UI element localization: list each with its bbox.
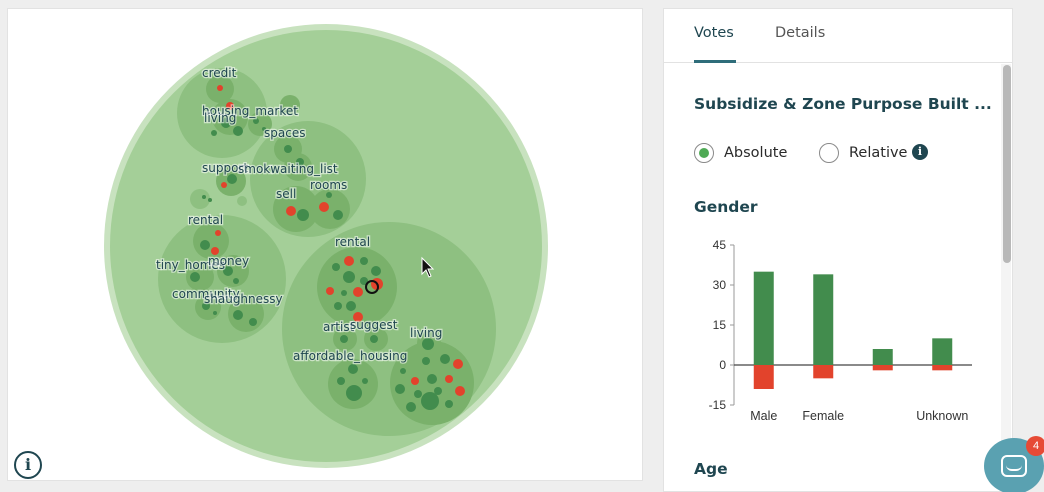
scrollbar-track[interactable] [1001, 64, 1011, 491]
radio-button[interactable] [819, 143, 839, 163]
y-tick-label: 45 [713, 238, 727, 252]
bubble-label: support [202, 161, 248, 175]
radio-relative-label: Relative [849, 145, 908, 161]
gender-bar-chart: 45 30 15 0 -15 Male Female Unknown [709, 238, 972, 423]
bar-agree[interactable] [813, 274, 834, 365]
bar-agree[interactable] [932, 338, 953, 365]
bubble-label: credit [202, 66, 237, 80]
bubble-label: housing_market [202, 104, 298, 118]
sub-bubble[interactable] [273, 186, 319, 232]
bubble-chart[interactable]: credit housing_market living spaces supp… [8, 9, 644, 482]
chat-icon [1001, 455, 1027, 477]
bubble-label: artist [323, 320, 355, 334]
bar-agree[interactable] [753, 271, 774, 365]
y-tick-label: 30 [713, 278, 727, 292]
info-button[interactable]: i [14, 451, 42, 479]
bar-disagree[interactable] [872, 365, 893, 371]
scrollbar-thumb[interactable] [1003, 65, 1011, 263]
gender-section-title: Gender [694, 198, 758, 216]
comment-dots[interactable] [190, 85, 465, 412]
y-tick-label: 15 [713, 318, 727, 332]
bubble-label: living [410, 326, 442, 340]
bar-disagree[interactable] [813, 365, 834, 379]
active-tab-indicator [694, 60, 736, 63]
tab-details[interactable]: Details [775, 25, 826, 41]
bubble-label: living [204, 111, 236, 125]
bubble-label: rooms [310, 178, 347, 192]
bubble-label: tiny_homes [156, 258, 225, 272]
chat-launcher-button[interactable] [984, 438, 1044, 492]
bubble-label: spaces [264, 126, 305, 140]
bubble-label: rental [335, 235, 370, 249]
cluster-small-a[interactable] [190, 189, 210, 209]
bubble-label: affordable_housing [293, 349, 407, 363]
sub-bubble[interactable] [212, 99, 248, 135]
chat-notification-badge: 4 [1026, 436, 1044, 456]
bar-disagree[interactable] [932, 365, 953, 371]
info-icon[interactable]: i [912, 144, 928, 160]
bubble-visualization-panel: credit housing_market living spaces supp… [7, 8, 643, 481]
bubble-label: shaughnessy [204, 292, 283, 306]
age-section-title: Age [694, 460, 728, 478]
sub-bubble[interactable] [280, 95, 300, 115]
sub-bubble[interactable] [248, 112, 272, 136]
proposal-title: Subsidize & Zone Purpose Built ... [694, 95, 992, 113]
bar-disagree[interactable] [753, 365, 774, 389]
radio-absolute[interactable]: Absolute [694, 143, 787, 163]
x-tick-label: Male [750, 409, 777, 423]
y-tick-label: -15 [709, 398, 727, 412]
bar-agree[interactable] [872, 349, 893, 365]
bubble-label: sell [276, 187, 296, 201]
tab-bar: Votes Details [664, 9, 1012, 63]
side-panel: Votes Details Subsidize & Zone Purpose B… [663, 8, 1013, 492]
sub-bubble[interactable] [284, 153, 312, 181]
bubble-label: smokwaiting_list [238, 162, 338, 176]
radio-button-checked[interactable] [694, 143, 714, 163]
sub-bubble[interactable] [328, 359, 378, 409]
selected-comment-marker[interactable] [365, 280, 379, 294]
bubble-label: suggest [350, 318, 398, 332]
y-tick-label: 0 [719, 358, 726, 372]
x-tick-label: Unknown [916, 409, 968, 423]
bubble-label: rental [188, 213, 223, 227]
mouse-cursor-icon [421, 256, 435, 278]
radio-relative[interactable]: Relative [819, 143, 907, 163]
tab-votes[interactable]: Votes [694, 25, 734, 41]
bubble-label: community [172, 287, 240, 301]
radio-absolute-label: Absolute [724, 145, 788, 161]
bubble-label: money [208, 254, 249, 268]
x-tick-label: Female [802, 409, 844, 423]
cluster-small-b[interactable] [237, 196, 247, 206]
